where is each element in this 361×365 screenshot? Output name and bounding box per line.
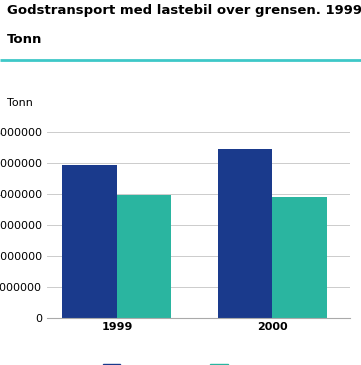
Bar <box>117 195 171 318</box>
Legend: Innpassert, Utpassert: Innpassert, Utpassert <box>98 360 299 365</box>
Text: Tonn: Tonn <box>7 33 43 46</box>
Text: Tonn: Tonn <box>7 98 33 108</box>
Bar <box>62 165 117 318</box>
Bar <box>218 149 273 318</box>
Text: Godstransport med lastebil over grensen. 1999 og 2000.: Godstransport med lastebil over grensen.… <box>7 4 361 17</box>
Bar <box>273 197 327 318</box>
